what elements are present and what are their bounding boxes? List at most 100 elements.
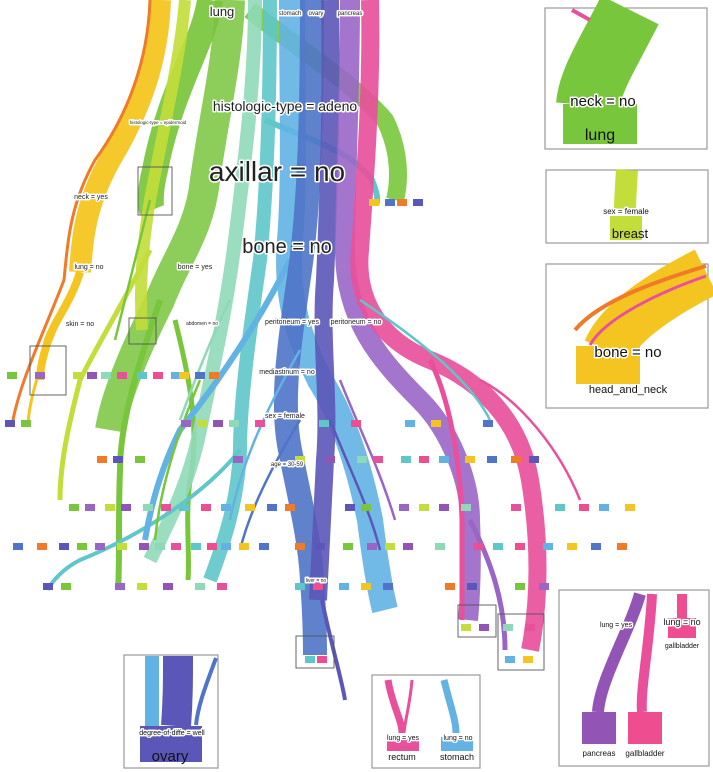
leaf-marker [245,504,255,511]
leaf-marker [181,420,191,427]
inset-lung-split: neck = no [570,93,635,110]
leaf-marker [135,456,145,463]
leaf-marker [221,543,231,550]
leaf-marker [599,504,609,511]
leaf-marker [137,583,147,590]
leaf-marker [97,456,107,463]
leaf-marker [525,624,535,631]
branch-head-and-neck-thin [26,271,82,426]
leaf-marker [479,624,489,631]
inset-ovary: degree-of-diffe = well ovary [123,654,219,769]
leaf-marker [345,504,355,511]
leaf-marker [35,372,45,379]
leaf-marker [121,504,131,511]
leaf-marker [137,372,147,379]
leaf-marker [435,543,445,550]
leaf-marker [361,583,371,590]
inset-rectum-stomach: lung = yes rectum lung = no stomach [371,674,481,769]
zoom-box-lung [137,166,173,216]
leaf-marker [7,372,17,379]
zoom-box-head-and-neck [29,345,67,396]
branch-teal-low [46,448,242,591]
branch-purple [334,0,481,621]
leaf-marker [315,543,325,550]
zoom-box-ovary [295,635,335,669]
leaf-marker [529,456,539,463]
leaf-marker [201,504,211,511]
twig-8 [479,378,582,501]
leaf-marker [369,199,379,206]
leaf-marker [213,420,223,427]
label-abdominal: abdomen = no [186,321,218,327]
leaf-marker [191,543,201,550]
leaf-marker [85,504,95,511]
inset-head-and-neck-leaf: head_and_neck [589,384,668,396]
inset-rs-right-leaf: stomach [440,752,474,762]
leaf-marker [579,504,589,511]
branch-head-and-neck [69,0,171,273]
leaf-marker [305,656,315,663]
leaf-marker [101,372,111,379]
leaf-marker [43,583,53,590]
inset-breast-split: sex = female [603,207,649,216]
leaf-marker [505,656,515,663]
leaf-marker [461,504,471,511]
leaf-marker [419,456,429,463]
leaf-marker [179,372,189,379]
leaf-marker [171,543,181,550]
leaf-marker [217,583,227,590]
leaf-marker [373,456,383,463]
leaf-marker [163,583,173,590]
leaf-marker [403,543,413,550]
leaf-marker [483,420,493,427]
leaf-marker [419,504,429,511]
zoom-box-breast [128,317,157,345]
leaf-marker [233,456,243,463]
twig-5 [238,419,302,551]
inset-rs-right-split: lung = no [444,735,473,742]
leaf-marker [493,543,503,550]
label-sup: histologic-type = epidermoid [130,120,187,125]
leaf-marker [567,543,577,550]
leaf-marker [383,583,393,590]
leaf-marker [591,543,601,550]
leaf-marker [523,656,533,663]
leaf-marker [161,504,171,511]
leaf-marker [255,420,265,427]
leaf-marker [295,543,305,550]
label-neck-yes: neck = yes [74,194,108,201]
leaf-marker [367,543,377,550]
leaf-marker [413,199,423,206]
leaf-marker [445,583,455,590]
leaf-marker [401,456,411,463]
zoom-boxes [29,166,545,671]
leaf-marker [487,456,497,463]
label-lung-no: lung = no [75,264,104,271]
leaf-marker [405,420,415,427]
leaf-marker [399,504,409,511]
branch-lung-wide [95,0,245,433]
leaf-marker [343,543,353,550]
leaf-marker [465,456,475,463]
inset-pg-left-leaf: pancreas [583,749,616,758]
label-sex-female: sex = female [265,413,305,420]
inset-pg-right-split: lung = no [663,617,700,627]
leaf-marker [385,199,395,206]
inset-lung: neck = no lung [544,0,708,150]
label-bone: bone = no [242,236,332,258]
branch-stomach [276,0,398,614]
inset-ovary-leaf: ovary [152,748,189,765]
inset-lung-leaf: lung [585,127,615,144]
leaf-marker [515,543,525,550]
leaf-marker [139,543,149,550]
leaf-marker [69,504,79,511]
leaf-marker [195,372,205,379]
leaf-marker [511,504,521,511]
twig-1 [228,349,302,521]
branch-stomach-left [142,258,293,541]
leaf-marker [361,504,371,511]
leaf-marker [473,543,483,550]
leaf-marker [171,372,181,379]
inset-head-and-neck: bone = no head_and_neck [545,249,713,409]
